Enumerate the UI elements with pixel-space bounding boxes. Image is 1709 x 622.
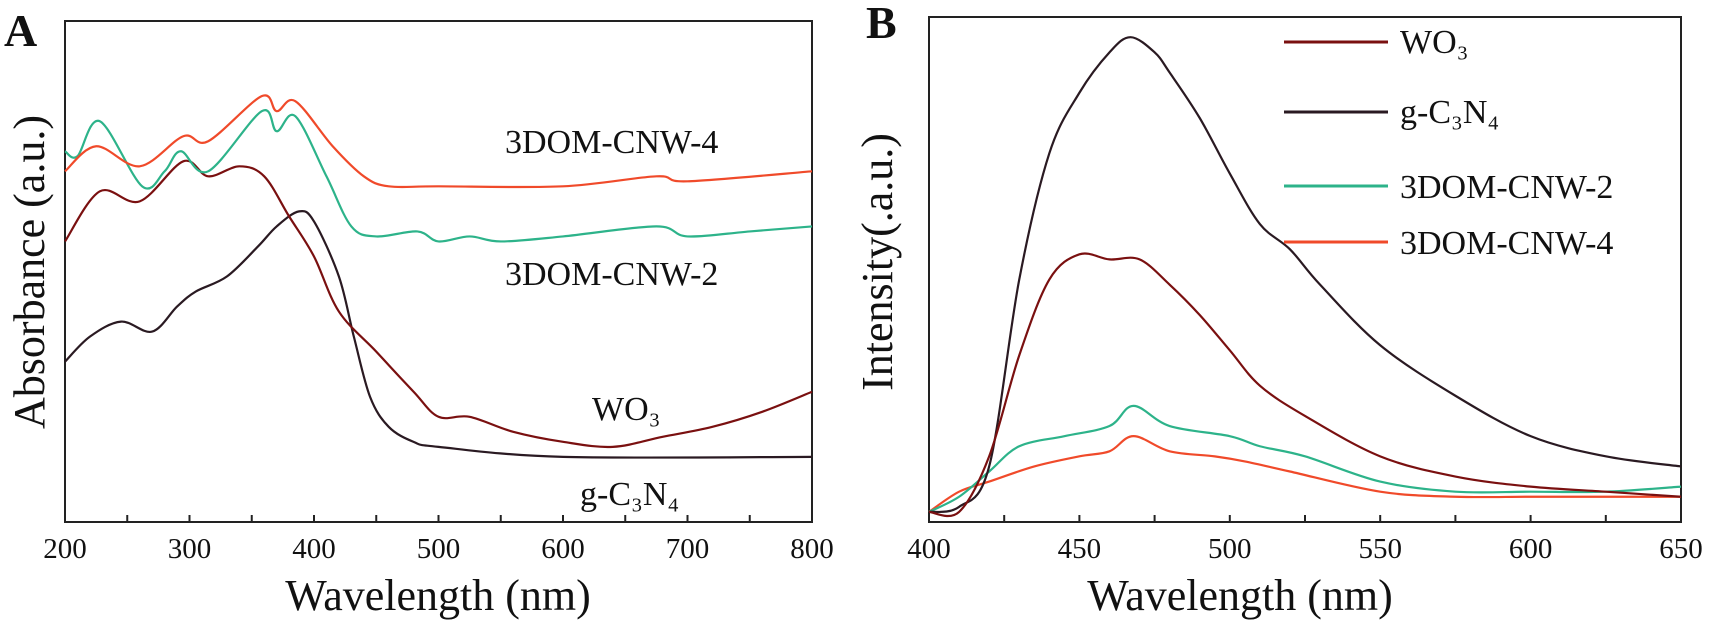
x-tick-label: 650 bbox=[1659, 533, 1703, 565]
series-line-wo- bbox=[928, 252, 1682, 518]
x-tick-label: 550 bbox=[1358, 533, 1402, 565]
panel-b-x-title: Wavelength (nm) bbox=[1087, 571, 1393, 620]
series-line-3dom-cnw-4 bbox=[928, 435, 1681, 513]
legend: WO₃ g-C₃N₄ 3DOM-CNW-2 3DOM-CNW-4 bbox=[1284, 24, 1613, 262]
panel-a-y-title: Absorbance (a.u.) bbox=[5, 115, 54, 429]
x-tick-label: 600 bbox=[541, 533, 585, 565]
panel-b: B Wavelength (nm) Intensity(.a.u.) WO₃ g… bbox=[853, 0, 1703, 620]
panel-b-frame bbox=[928, 16, 1682, 523]
legend-item-g-c3n4: g-C₃N₄ bbox=[1284, 94, 1499, 131]
series-line-wo- bbox=[64, 159, 813, 449]
legend-item-3dom-cnw-2: 3DOM-CNW-2 bbox=[1284, 169, 1613, 206]
series-line-3dom-cnw-2 bbox=[64, 108, 813, 243]
x-tick-label: 300 bbox=[168, 533, 212, 565]
series-line-3dom-cnw-2 bbox=[928, 404, 1682, 513]
panel-a-label: A bbox=[4, 5, 37, 56]
x-tick-label: 600 bbox=[1509, 533, 1553, 565]
x-tick-label: 400 bbox=[292, 533, 336, 565]
x-tick-label: 200 bbox=[43, 533, 87, 565]
legend-label: 3DOM-CNW-2 bbox=[1400, 169, 1613, 206]
panel-a-x-title: Wavelength (nm) bbox=[285, 571, 591, 620]
x-tick-label: 700 bbox=[666, 533, 710, 565]
panel-a: A Wavelength (nm) Absorbance (a.u.) 3DOM… bbox=[4, 5, 834, 620]
series-line-g-c-n- bbox=[928, 36, 1682, 514]
label-g-c3n4: g-C₃N₄ bbox=[580, 476, 679, 513]
legend-label: g-C₃N₄ bbox=[1400, 94, 1499, 131]
x-tick-label: 800 bbox=[790, 533, 834, 565]
legend-label: 3DOM-CNW-4 bbox=[1400, 225, 1613, 262]
series-line-3dom-cnw-4 bbox=[64, 94, 813, 189]
legend-item-wo3: WO₃ bbox=[1284, 24, 1469, 61]
x-tick-label: 400 bbox=[907, 533, 951, 565]
legend-label: WO₃ bbox=[1400, 24, 1469, 61]
label-wo3: WO₃ bbox=[592, 391, 661, 428]
x-tick-label: 450 bbox=[1058, 533, 1102, 565]
label-3dom-cnw-4: 3DOM-CNW-4 bbox=[505, 124, 718, 161]
legend-item-3dom-cnw-4: 3DOM-CNW-4 bbox=[1284, 225, 1613, 262]
label-3dom-cnw-2: 3DOM-CNW-2 bbox=[505, 256, 718, 293]
x-tick-label: 500 bbox=[417, 533, 461, 565]
x-tick-label: 500 bbox=[1208, 533, 1252, 565]
series-line-g-c-n- bbox=[64, 209, 813, 459]
panel-b-y-title: Intensity(.a.u.) bbox=[853, 133, 902, 391]
panel-b-label: B bbox=[866, 0, 897, 48]
